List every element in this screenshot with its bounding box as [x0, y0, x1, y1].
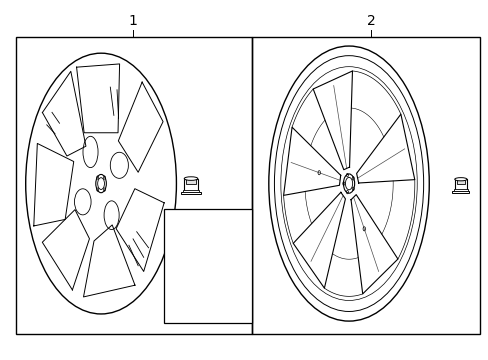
Text: 2: 2	[366, 14, 374, 28]
Bar	[251, 37, 479, 334]
Text: 1: 1	[128, 14, 137, 28]
Bar	[454, 179, 466, 192]
Text: 3: 3	[218, 275, 226, 288]
Bar	[456, 180, 464, 184]
Ellipse shape	[184, 177, 198, 180]
Ellipse shape	[170, 243, 216, 285]
Ellipse shape	[454, 177, 466, 181]
Bar	[183, 190, 199, 192]
Bar	[181, 192, 200, 194]
Bar	[451, 191, 468, 193]
Ellipse shape	[174, 247, 212, 281]
Bar	[164, 208, 251, 323]
Bar	[186, 179, 195, 184]
Bar	[452, 189, 468, 192]
Bar	[184, 179, 198, 192]
Bar	[16, 37, 251, 334]
